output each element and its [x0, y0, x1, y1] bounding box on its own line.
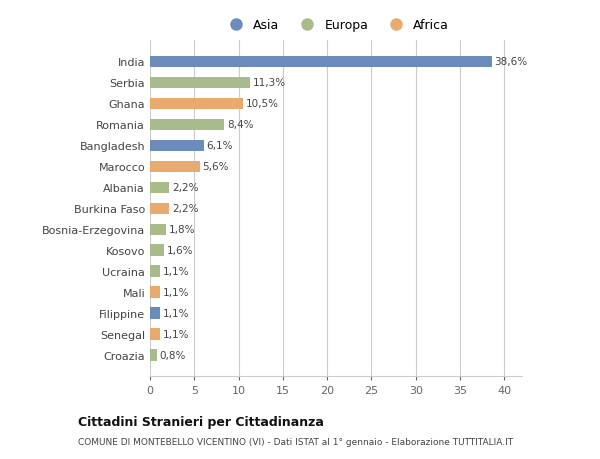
Bar	[150, 350, 157, 361]
Text: 11,3%: 11,3%	[253, 78, 286, 88]
Bar	[150, 245, 164, 257]
Text: 2,2%: 2,2%	[172, 183, 199, 193]
Text: 2,2%: 2,2%	[172, 204, 199, 214]
Bar	[150, 266, 160, 277]
Text: 1,1%: 1,1%	[163, 308, 189, 319]
Text: 1,6%: 1,6%	[167, 246, 193, 256]
Bar	[150, 161, 200, 173]
Text: 38,6%: 38,6%	[494, 57, 527, 67]
Text: 1,1%: 1,1%	[163, 288, 189, 297]
Bar	[150, 119, 224, 131]
Text: 1,1%: 1,1%	[163, 267, 189, 277]
Bar	[150, 78, 250, 89]
Bar	[150, 98, 243, 110]
Text: 0,8%: 0,8%	[160, 350, 186, 360]
Text: 1,1%: 1,1%	[163, 330, 189, 340]
Bar	[150, 224, 166, 235]
Text: 8,4%: 8,4%	[227, 120, 254, 130]
Text: COMUNE DI MONTEBELLO VICENTINO (VI) - Dati ISTAT al 1° gennaio - Elaborazione TU: COMUNE DI MONTEBELLO VICENTINO (VI) - Da…	[78, 437, 513, 446]
Bar	[150, 203, 169, 215]
Bar	[150, 287, 160, 298]
Bar	[150, 56, 492, 68]
Text: 1,8%: 1,8%	[169, 225, 195, 235]
Text: 5,6%: 5,6%	[202, 162, 229, 172]
Text: Cittadini Stranieri per Cittadinanza: Cittadini Stranieri per Cittadinanza	[78, 415, 324, 428]
Text: 10,5%: 10,5%	[245, 99, 278, 109]
Bar	[150, 140, 204, 152]
Bar	[150, 329, 160, 340]
Bar	[150, 182, 169, 194]
Legend: Asia, Europa, Africa: Asia, Europa, Africa	[218, 14, 454, 37]
Text: 6,1%: 6,1%	[206, 141, 233, 151]
Bar	[150, 308, 160, 319]
